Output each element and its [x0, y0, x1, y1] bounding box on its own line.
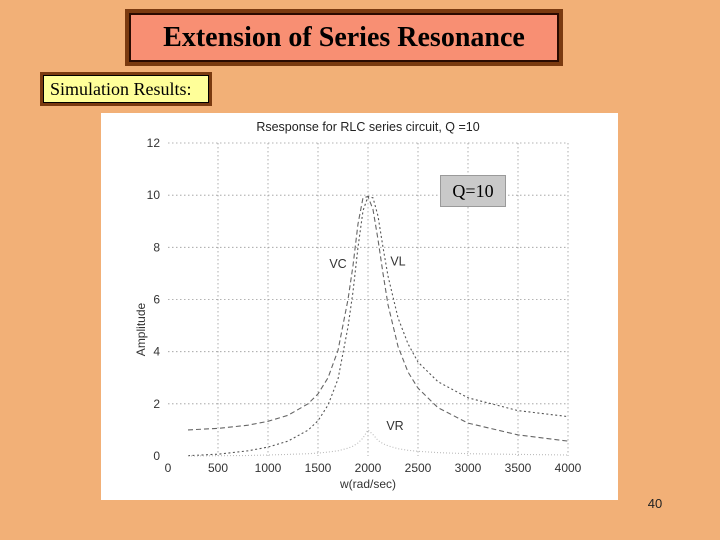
annotation-label: VL: [390, 255, 405, 269]
series-line-3: [187, 429, 569, 457]
chart-title: Rsesponse for RLC series circuit, Q =10: [256, 120, 479, 134]
x-tick-label: 0: [165, 461, 172, 475]
annotation-label: VR: [386, 419, 403, 433]
series-line-1: [187, 195, 569, 442]
simulation-label: Simulation Results:: [43, 75, 209, 103]
y-tick-label: 10: [147, 188, 161, 202]
q-factor-label: Q=10: [440, 175, 506, 207]
y-tick-label: 8: [153, 240, 160, 254]
x-tick-label: 2000: [355, 461, 382, 475]
x-tick-label: 3500: [505, 461, 532, 475]
series-line-2: [187, 195, 569, 457]
slide-title: Extension of Series Resonance: [129, 13, 559, 62]
y-tick-label: 2: [153, 397, 160, 411]
y-tick-label: 4: [153, 345, 160, 359]
y-tick-label: 12: [147, 136, 161, 150]
x-tick-label: 3000: [455, 461, 482, 475]
y-axis-label: Amplitude: [134, 303, 148, 357]
x-tick-label: 500: [208, 461, 228, 475]
chart-panel: 0 500 1000 1500 2000 2500 3000 3500 4000 0 2 4 6 8 10 1…: [101, 113, 618, 500]
simulation-label-frame: Simulation Results:: [40, 72, 212, 106]
x-tick-label: 2500: [405, 461, 432, 475]
x-tick-label: 4000: [555, 461, 582, 475]
annotation-label: VC: [329, 257, 346, 271]
y-tick-label: 6: [153, 293, 160, 307]
response-chart: 0 500 1000 1500 2000 2500 3000 3500 4000 0 2 4 6 8 10 1…: [134, 120, 582, 491]
page-number: 40: [647, 496, 663, 511]
y-tick-label: 0: [153, 449, 160, 463]
slide-title-frame: Extension of Series Resonance: [125, 9, 563, 66]
x-tick-label: 1500: [305, 461, 332, 475]
x-tick-label: 1000: [255, 461, 282, 475]
x-axis-label: w(rad/sec): [339, 477, 396, 491]
